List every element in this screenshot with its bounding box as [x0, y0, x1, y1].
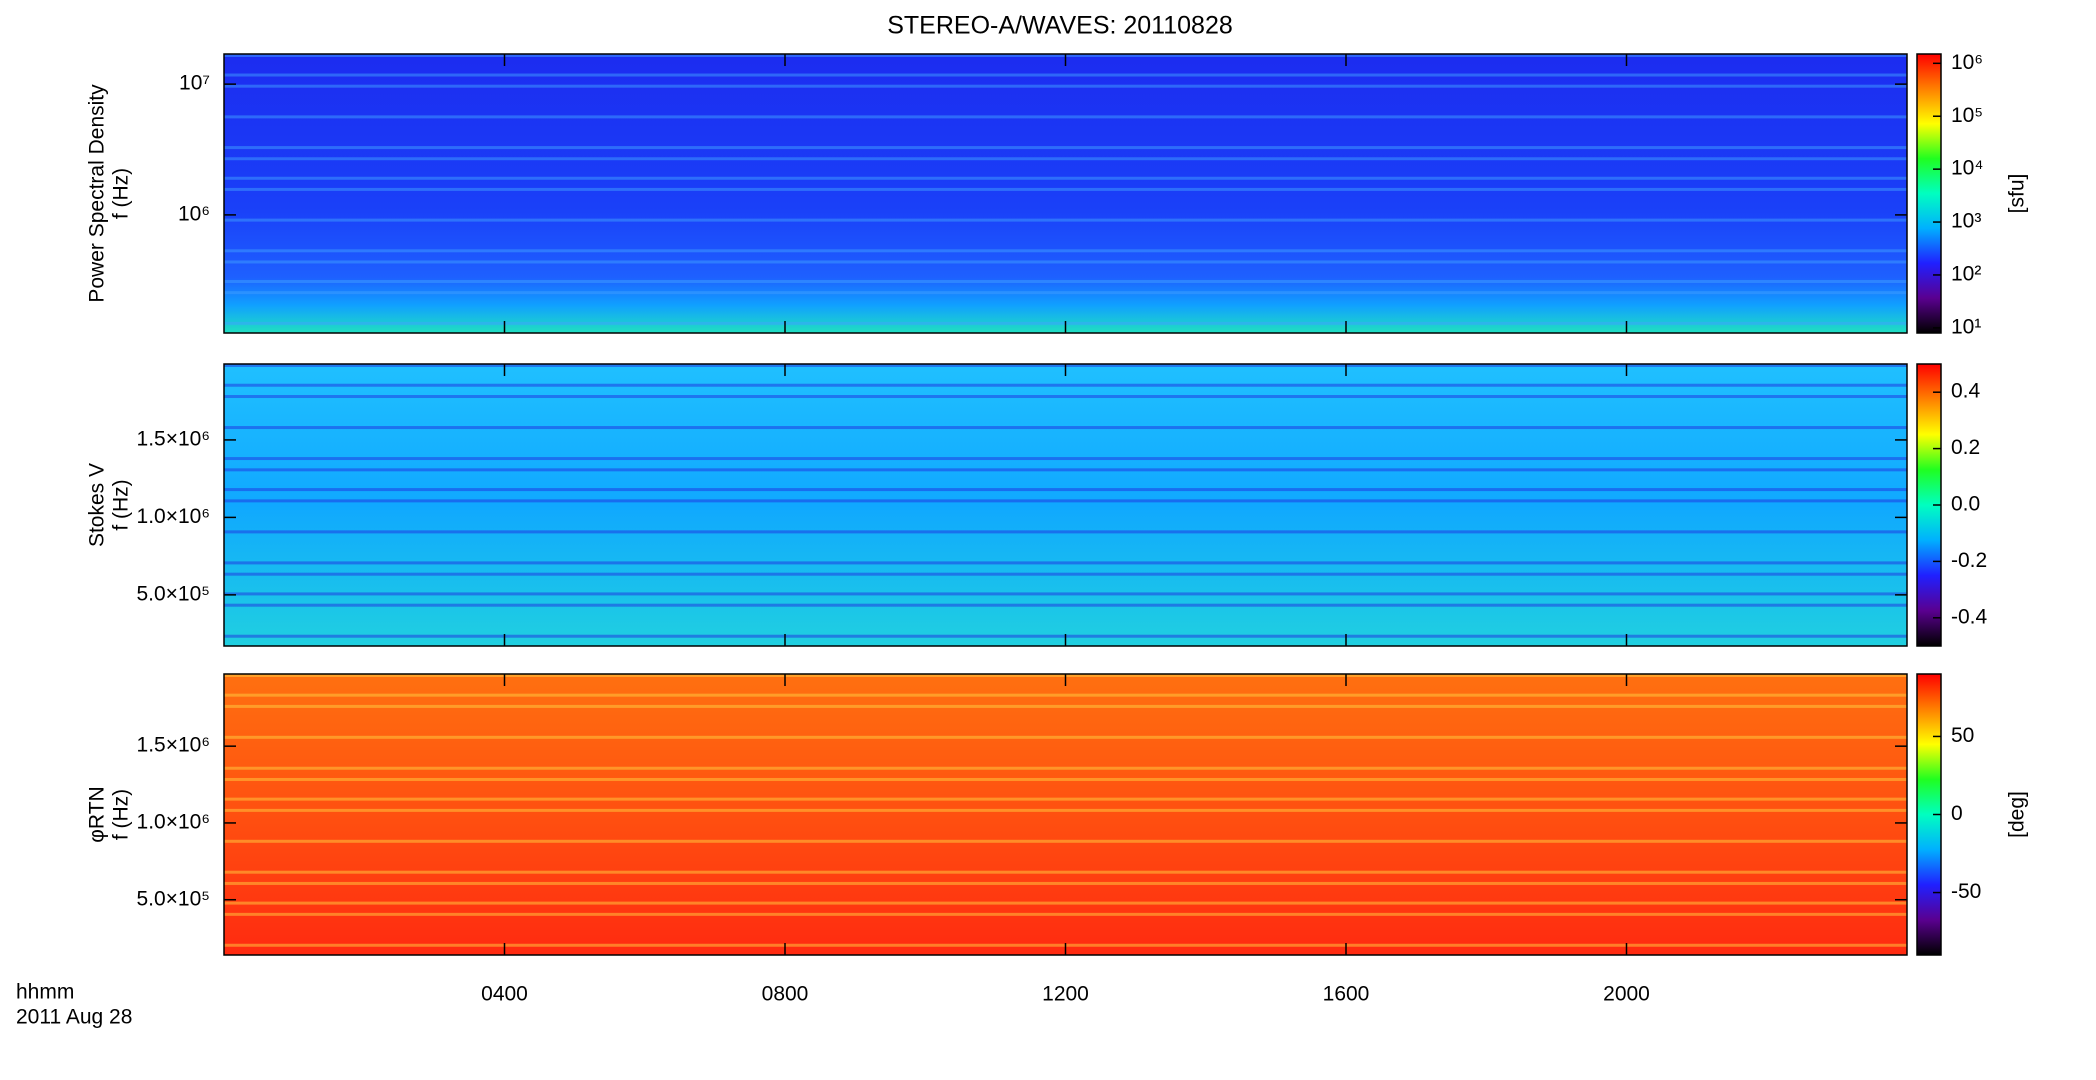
spectrogram-band	[224, 777, 1907, 781]
spectrogram	[224, 364, 1907, 646]
y-axis-label: f (Hz)	[110, 479, 133, 530]
y-axis-label: f (Hz)	[110, 168, 133, 219]
spectrogram-band	[224, 766, 1907, 770]
x-tick-label: 1600	[1323, 983, 1370, 1006]
spectrogram-band	[224, 572, 1907, 576]
spectrogram-band	[224, 395, 1907, 399]
colorbar-tick-label: 0.4	[1951, 380, 1981, 403]
spectrogram-band	[224, 881, 1907, 885]
colorbar-tick-label: 0.0	[1951, 493, 1980, 516]
spectrogram-band	[224, 291, 1907, 295]
x-tick-label: 1200	[1042, 983, 1089, 1006]
spectrogram-band	[224, 157, 1907, 161]
spectrogram-band	[224, 530, 1907, 534]
y-axis-label: f (Hz)	[110, 789, 133, 840]
spectrogram-band	[224, 115, 1907, 119]
date-label: 2011 Aug 28	[16, 1006, 132, 1029]
colorbar-label: [deg]	[2006, 791, 2029, 838]
colorbar-label: [sfu]	[2006, 174, 2029, 214]
spectrogram-band	[224, 561, 1907, 565]
y-axis-label: Power Spectral Density	[86, 84, 109, 303]
y-axis-label: Stokes V	[86, 463, 109, 547]
spectrogram	[224, 674, 1907, 955]
spectrogram-band	[224, 901, 1907, 905]
spectrogram	[224, 54, 1907, 333]
spectrogram-band	[224, 488, 1907, 492]
spectrogram-band	[224, 249, 1907, 253]
spectrogram-band	[224, 735, 1907, 739]
spectrogram-band	[224, 187, 1907, 191]
spectrogram-band	[224, 603, 1907, 607]
y-tick-label: 5.0×10⁵	[136, 582, 210, 605]
y-tick-label: 5.0×10⁵	[136, 887, 210, 910]
colorbar-tick-label: 10⁵	[1951, 104, 1983, 127]
spectrogram-band	[224, 808, 1907, 812]
spectrogram-band	[224, 592, 1907, 596]
x-axis-label: hhmm	[16, 981, 74, 1004]
spectrogram-band	[224, 693, 1907, 697]
colorbar-tick-label: 50	[1951, 724, 1974, 747]
y-tick-label: 1.0×10⁶	[137, 505, 210, 528]
spectrogram-band	[224, 84, 1907, 88]
colorbar-tick-label: 10¹	[1951, 315, 1981, 338]
spectrogram-band	[224, 73, 1907, 77]
colorbar-tick-label: 10⁶	[1951, 51, 1983, 74]
colorbar-tick-label: 10⁴	[1951, 157, 1983, 180]
spectrogram-band	[224, 797, 1907, 801]
spectrogram-band	[224, 218, 1907, 222]
spectrogram-band	[224, 260, 1907, 264]
y-tick-label: 10⁶	[178, 202, 210, 225]
colorbar-tick-label: -50	[1951, 880, 1981, 903]
y-tick-label: 1.0×10⁶	[137, 810, 210, 833]
colorbar-tick-label: 0	[1951, 802, 1963, 825]
spectrogram-band	[224, 279, 1907, 283]
spectrogram-band	[224, 912, 1907, 916]
colorbar-tick-label: 0.2	[1951, 436, 1980, 459]
spectrogram-band	[224, 839, 1907, 843]
colorbar-tick-label: 10³	[1951, 210, 1981, 233]
spectrogram-band	[224, 146, 1907, 150]
x-tick-label: 0800	[762, 983, 809, 1006]
spectrogram-band	[224, 457, 1907, 461]
y-tick-label: 1.5×10⁶	[137, 734, 210, 757]
spectrogram-band	[224, 426, 1907, 430]
spectrogram-band	[224, 468, 1907, 472]
colorbar	[1916, 53, 1942, 334]
y-tick-label: 10⁷	[179, 72, 210, 95]
x-tick-label: 0400	[481, 983, 528, 1006]
colorbar-tick-label: -0.2	[1951, 549, 1987, 572]
y-tick-label: 1.5×10⁶	[137, 427, 210, 450]
colorbar-tick-label: -0.4	[1951, 605, 1988, 628]
spectrogram-band	[224, 383, 1907, 387]
spectrogram-band	[224, 704, 1907, 708]
colorbar-tick-label: 10²	[1951, 263, 1981, 286]
y-axis-label: φRTN	[86, 786, 109, 842]
x-tick-label: 2000	[1603, 983, 1650, 1006]
chart-title: STEREO-A/WAVES: 20110828	[887, 12, 1233, 40]
spectrogram-band	[224, 176, 1907, 180]
spectrogram-band	[224, 499, 1907, 503]
spectrogram-band	[224, 870, 1907, 874]
